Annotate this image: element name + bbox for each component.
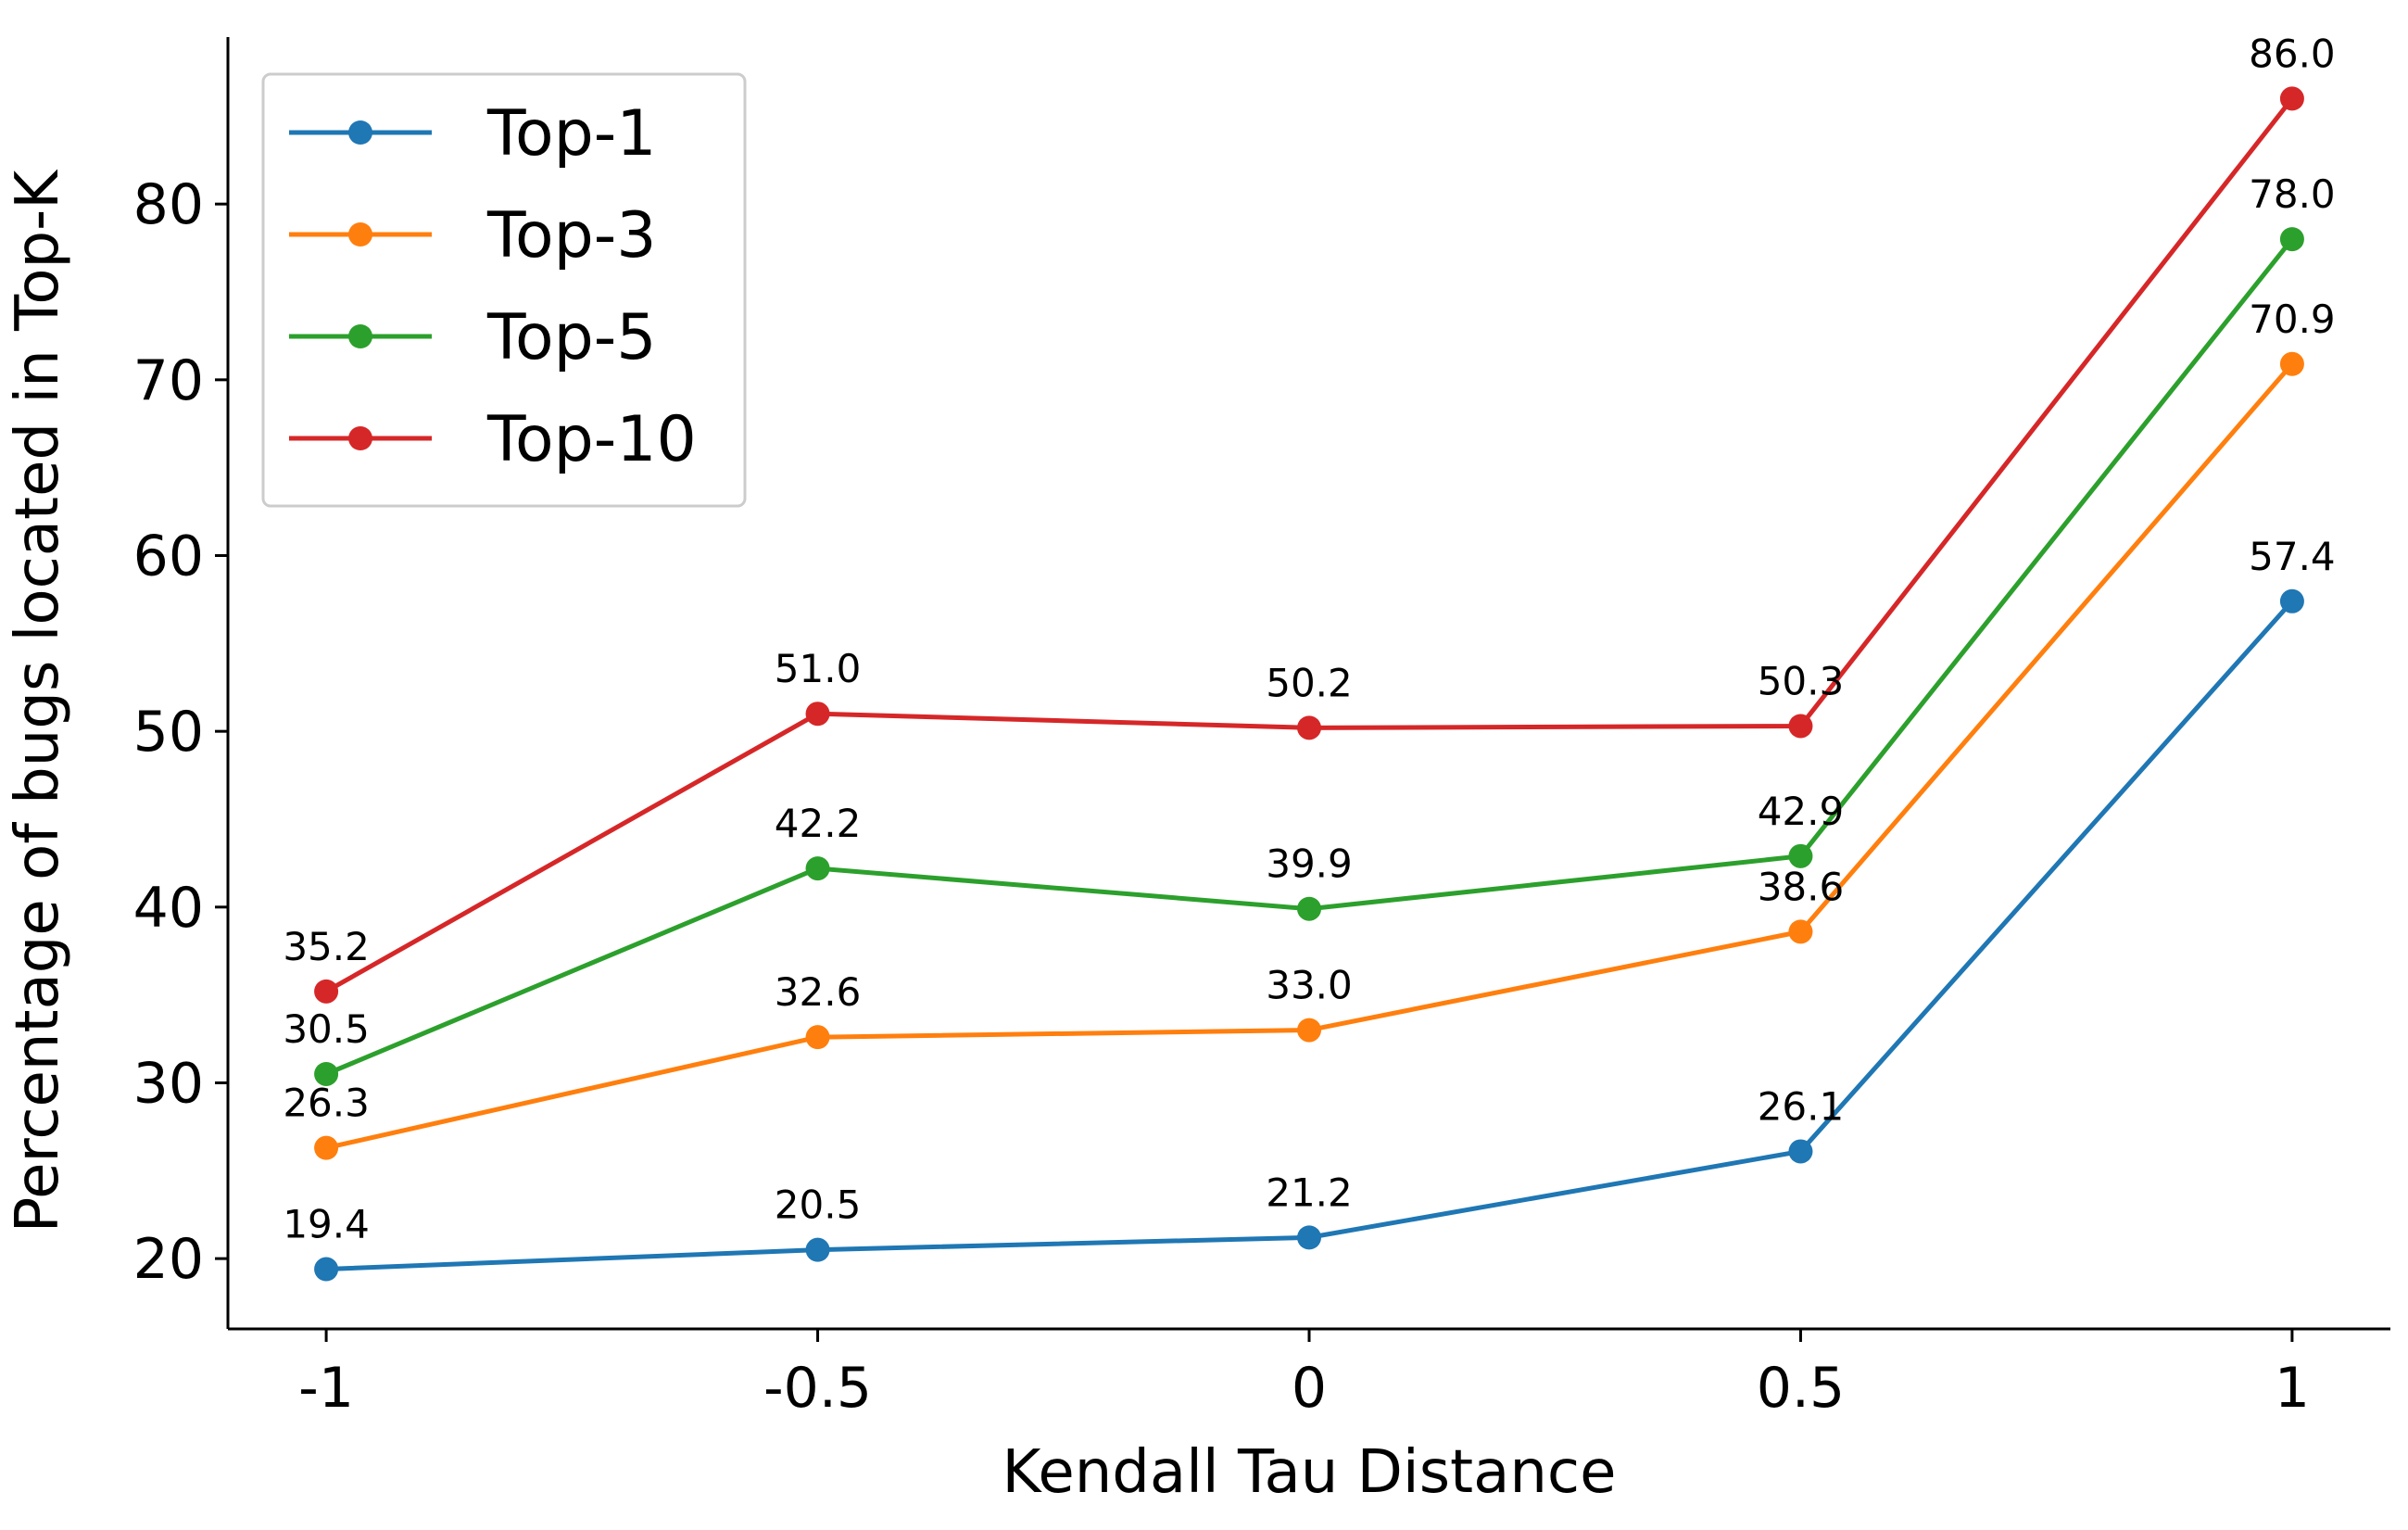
data-label: 21.2: [1266, 1170, 1353, 1215]
x-axis-title: Kendall Tau Distance: [1002, 1438, 1617, 1507]
series-layer: [314, 86, 2304, 1282]
data-point: [1788, 919, 1813, 944]
data-point: [805, 856, 830, 881]
legend: Top-1 Top-3 Top-5 Top-10: [261, 72, 747, 508]
data-label: 70.9: [2249, 297, 2336, 342]
data-label: 19.4: [283, 1202, 370, 1247]
series-top-1: [314, 588, 2304, 1282]
series-top-10: [314, 86, 2304, 1004]
data-label: 20.5: [775, 1182, 862, 1228]
legend-item: Top-5: [289, 301, 657, 374]
x-tick-label: 0.5: [1757, 1356, 1845, 1421]
data-label: 32.6: [775, 969, 862, 1015]
data-point: [2279, 588, 2304, 613]
legend-swatch-marker: [348, 324, 372, 348]
series-top-3: [314, 351, 2304, 1160]
data-point: [1788, 1139, 1813, 1164]
data-label: 30.5: [283, 1006, 370, 1052]
data-label: 42.9: [1758, 789, 1845, 834]
data-point: [805, 1237, 830, 1262]
legend-label: Top-5: [486, 301, 657, 374]
legend-item: Top-3: [289, 199, 657, 272]
y-tick-label: 70: [133, 348, 204, 413]
data-point: [2279, 227, 2304, 252]
x-tick-label: -1: [298, 1356, 354, 1421]
y-tick-label: 30: [133, 1051, 204, 1116]
data-label: 86.0: [2249, 31, 2336, 76]
legend-label: Top-3: [486, 199, 657, 272]
data-label: 51.0: [775, 646, 862, 691]
y-tick-label: 80: [133, 172, 204, 237]
data-point: [1297, 1225, 1321, 1250]
data-label: 26.1: [1758, 1083, 1845, 1129]
data-label: 57.4: [2249, 534, 2336, 579]
y-tick-label: 20: [133, 1227, 204, 1292]
data-point: [314, 1257, 339, 1282]
data-point: [1297, 896, 1321, 921]
data-label: 35.2: [283, 924, 370, 969]
x-tick-label: -0.5: [763, 1356, 872, 1421]
data-label: 50.2: [1266, 660, 1353, 705]
data-point: [805, 702, 830, 727]
legend-swatch-marker: [348, 222, 372, 247]
y-ticks: 20 30 40 50 60 70 80: [133, 172, 228, 1292]
y-tick-label: 60: [133, 524, 204, 588]
data-point: [2279, 86, 2304, 111]
legend-item: Top-10: [289, 403, 697, 476]
x-tick-label: 1: [2275, 1356, 2310, 1421]
data-label: 38.6: [1758, 864, 1845, 909]
x-tick-label: 0: [1292, 1356, 1327, 1421]
legend-label: Top-10: [486, 403, 697, 476]
data-point: [1297, 1018, 1321, 1043]
data-label: 33.0: [1266, 963, 1353, 1008]
y-axis-title: Percentage of bugs located in Top-K: [4, 169, 72, 1233]
legend-item: Top-1: [289, 97, 657, 171]
data-point: [2279, 351, 2304, 376]
data-point: [314, 979, 339, 1004]
data-label: 42.2: [775, 801, 862, 846]
data-point: [314, 1061, 339, 1086]
legend-swatch-marker: [348, 120, 372, 145]
data-label: 78.0: [2249, 171, 2336, 217]
data-point: [314, 1135, 339, 1160]
data-point: [1297, 715, 1321, 740]
data-label: 26.3: [283, 1081, 370, 1126]
axes: -1 -0.5 0 0.5 1 20 30 40 50 60 70 80: [133, 37, 2390, 1421]
legend-swatch-marker: [348, 426, 372, 450]
data-point: [1788, 843, 1813, 868]
data-labels: 19.4 20.5 21.2 26.1 57.4 26.3 32.6 33.0 38.6 70.9…: [283, 31, 2335, 1246]
y-tick-label: 50: [133, 700, 204, 765]
series-top-5: [314, 227, 2304, 1086]
y-tick-label: 40: [133, 876, 204, 941]
data-point: [1788, 714, 1813, 739]
x-ticks: -1 -0.5 0 0.5 1: [298, 1329, 2310, 1421]
data-label: 39.9: [1266, 841, 1353, 887]
legend-frame: [261, 72, 747, 508]
data-label: 50.3: [1758, 658, 1845, 703]
legend-label: Top-1: [486, 97, 657, 171]
data-point: [805, 1025, 830, 1050]
